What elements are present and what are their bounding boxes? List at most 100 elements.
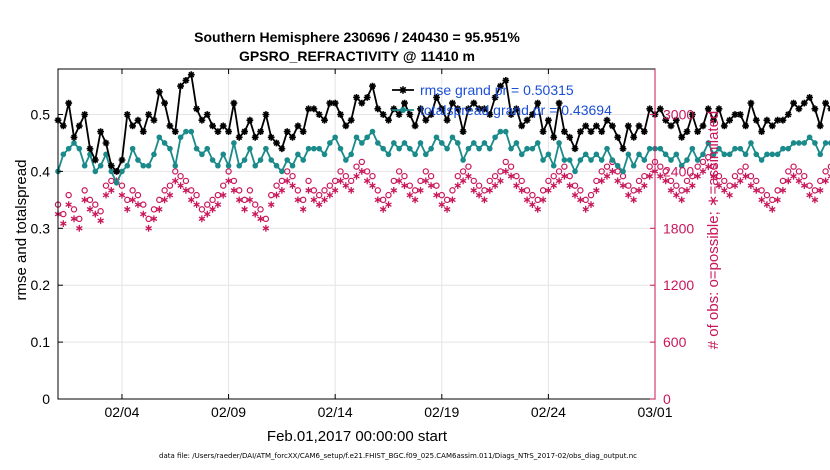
totalspread-point xyxy=(332,134,338,141)
rmse-point xyxy=(86,145,94,153)
obs-assimilated-point xyxy=(475,191,483,199)
totalspread-point xyxy=(135,157,141,163)
obs-possible-point xyxy=(102,182,110,189)
obs-assimilated-point xyxy=(65,201,72,208)
obs-possible-point xyxy=(534,196,541,204)
obs-assimilated-point xyxy=(513,182,520,189)
totalspread-point xyxy=(422,151,429,158)
obs-possible-point xyxy=(310,187,318,194)
rmse-point xyxy=(123,111,131,118)
obs-assimilated-point xyxy=(273,191,280,199)
obs-assimilated-point xyxy=(747,182,755,189)
obs-possible-point xyxy=(417,177,424,185)
rmse-point xyxy=(166,122,174,130)
totalspread-point xyxy=(598,157,605,163)
obs-assimilated-point xyxy=(577,196,584,204)
obs-possible-point xyxy=(779,177,787,185)
obs-possible-point xyxy=(76,215,83,223)
obs-possible-point xyxy=(204,201,211,208)
obs-assimilated-point xyxy=(241,205,248,213)
totalspread-point xyxy=(300,157,306,163)
totalspread-point xyxy=(716,145,722,152)
obs-assimilated-point xyxy=(150,215,158,223)
obs-possible-point xyxy=(635,177,643,185)
obs-assimilated-point xyxy=(321,196,328,204)
obs-possible-point xyxy=(406,182,414,189)
totalspread-point xyxy=(385,151,392,158)
obs-assimilated-point xyxy=(267,201,275,208)
totalspread-point xyxy=(673,151,680,158)
rmse-point xyxy=(667,122,675,130)
rmse-point xyxy=(91,156,99,164)
right-y-axis-ticks: 0 600 1200 1800 2400 3000 xyxy=(650,69,694,407)
obs-assimilated-point xyxy=(811,196,819,204)
totalspread-point xyxy=(263,145,269,152)
obs-assimilated-point xyxy=(641,182,648,189)
totalspread-point xyxy=(428,145,434,152)
totalspread-point xyxy=(502,128,509,135)
rmse-point xyxy=(118,156,126,164)
rmse-point xyxy=(513,105,520,113)
totalspread-point xyxy=(470,140,477,146)
rmse-point xyxy=(816,122,824,130)
right-y-tick-label: 3000 xyxy=(663,107,694,123)
obs-possible-point xyxy=(363,168,371,175)
obs-possible-point xyxy=(721,177,728,185)
rmse-point xyxy=(550,133,558,141)
obs-possible-point xyxy=(747,172,755,180)
rmse-point xyxy=(726,116,733,124)
totalspread-point xyxy=(438,140,445,146)
obs-assimilated-point xyxy=(683,187,691,194)
totalspread-point xyxy=(705,140,712,146)
x-tick-label: 02/24 xyxy=(531,404,566,420)
rmse-point xyxy=(614,133,622,141)
obs-assimilated-point xyxy=(76,224,83,232)
obs-possible-point xyxy=(587,191,595,199)
obs-possible-point xyxy=(566,172,573,180)
rmse-point xyxy=(299,128,307,135)
totalspread-point xyxy=(145,162,152,169)
rmse-point xyxy=(139,128,147,135)
totalspread-point xyxy=(241,157,248,163)
rmse-point xyxy=(459,128,467,135)
obs-possible-point xyxy=(358,158,366,166)
obs-possible-point xyxy=(689,172,696,180)
rmse-point xyxy=(683,128,691,135)
obs-assimilated-point xyxy=(315,201,323,208)
obs-assimilated-point xyxy=(705,163,712,171)
totalspread-point xyxy=(774,151,781,158)
rmse-point xyxy=(235,133,243,141)
obs-assimilated-point xyxy=(790,172,797,180)
rmse-point xyxy=(267,133,275,141)
obs-possible-point xyxy=(785,168,792,175)
rmse-point xyxy=(369,82,376,90)
obs-possible-point xyxy=(806,182,813,189)
totalspread-point xyxy=(684,157,690,163)
rmse-point xyxy=(710,116,717,124)
obs-assimilated-point xyxy=(193,201,200,208)
obs-possible-point xyxy=(641,172,648,180)
obs-possible-point xyxy=(161,187,168,194)
obs-possible-point xyxy=(326,182,334,189)
obs-assimilated-point xyxy=(60,220,67,227)
totalspread-point xyxy=(737,145,744,152)
totalspread-point xyxy=(321,151,328,158)
totalspread-point xyxy=(188,128,195,135)
rmse-point xyxy=(507,111,515,118)
obs-assimilated-point xyxy=(550,182,558,189)
obs-assimilated-point xyxy=(379,205,387,213)
totalspread-point xyxy=(92,168,99,175)
totalspread-point xyxy=(678,162,685,169)
obs-assimilated-point xyxy=(662,177,669,185)
obs-assimilated-point xyxy=(529,201,536,208)
obs-assimilated-point xyxy=(433,191,440,199)
rmse-point xyxy=(529,111,536,118)
totalspread-point xyxy=(822,140,829,146)
rmse-point xyxy=(374,105,382,113)
obs-assimilated-point xyxy=(555,177,563,185)
obs-assimilated-point xyxy=(427,182,435,189)
obs-assimilated-point xyxy=(411,196,419,204)
rmse-point xyxy=(491,94,499,101)
obs-assimilated-point xyxy=(187,196,195,204)
totalspread-point xyxy=(71,140,77,146)
